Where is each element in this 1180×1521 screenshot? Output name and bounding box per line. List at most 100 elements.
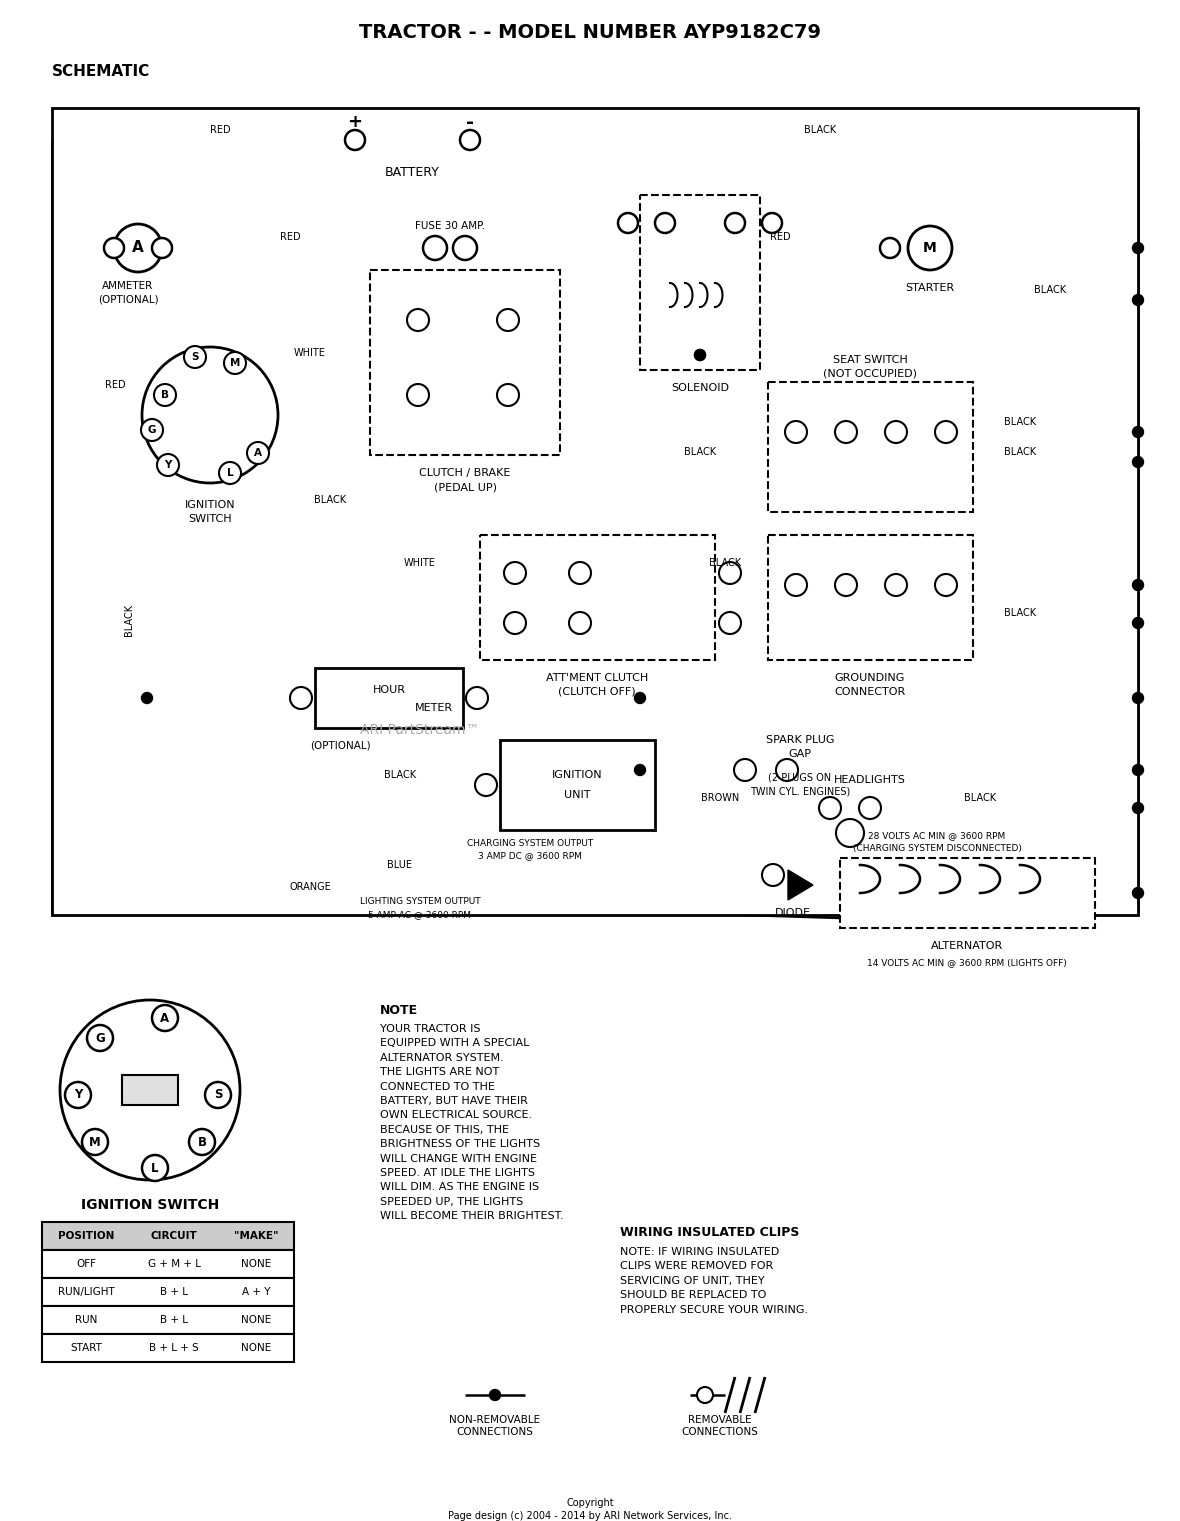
Text: Y: Y	[164, 459, 171, 470]
Text: NONE: NONE	[241, 1316, 271, 1325]
Text: BLACK: BLACK	[1004, 608, 1036, 618]
Text: (CLUTCH OFF): (CLUTCH OFF)	[558, 687, 636, 697]
Text: BROWN: BROWN	[701, 792, 739, 803]
Circle shape	[422, 236, 447, 260]
Text: BLACK: BLACK	[314, 494, 346, 505]
Circle shape	[907, 227, 952, 271]
Text: A: A	[160, 1011, 170, 1025]
Text: Y: Y	[74, 1089, 83, 1101]
Text: RED: RED	[280, 233, 301, 242]
Text: Copyright
Page design (c) 2004 - 2014 by ARI Network Services, Inc.: Copyright Page design (c) 2004 - 2014 by…	[448, 1498, 732, 1521]
Circle shape	[142, 347, 278, 484]
Text: DIODE: DIODE	[775, 908, 811, 919]
Circle shape	[618, 213, 638, 233]
Circle shape	[87, 1025, 113, 1051]
Text: ALTERNATOR: ALTERNATOR	[931, 941, 1003, 951]
Text: -: -	[466, 113, 474, 131]
Text: ARI PartStream™: ARI PartStream™	[360, 722, 480, 738]
Circle shape	[81, 1129, 109, 1154]
Circle shape	[635, 692, 645, 704]
Circle shape	[497, 309, 519, 332]
Text: RED: RED	[769, 233, 791, 242]
Text: L: L	[151, 1162, 159, 1174]
Text: 14 VOLTS AC MIN @ 3600 RPM (LIGHTS OFF): 14 VOLTS AC MIN @ 3600 RPM (LIGHTS OFF)	[867, 958, 1067, 967]
Text: A: A	[254, 449, 262, 458]
Circle shape	[205, 1081, 231, 1107]
Circle shape	[157, 453, 179, 476]
Circle shape	[460, 129, 480, 151]
Text: ATT'MENT CLUTCH: ATT'MENT CLUTCH	[546, 672, 648, 683]
Text: B: B	[160, 389, 169, 400]
Circle shape	[453, 236, 477, 260]
Circle shape	[345, 129, 365, 151]
Text: HEADLIGHTS: HEADLIGHTS	[834, 776, 906, 785]
Text: START: START	[70, 1343, 101, 1354]
Text: CHARGING SYSTEM OUTPUT: CHARGING SYSTEM OUTPUT	[467, 838, 594, 847]
Text: BLACK: BLACK	[384, 770, 417, 780]
Text: METER: METER	[415, 703, 453, 713]
Circle shape	[569, 561, 591, 584]
Circle shape	[655, 213, 675, 233]
Text: BLACK: BLACK	[709, 558, 741, 567]
Text: "MAKE": "MAKE"	[234, 1230, 278, 1241]
Text: SOLENOID: SOLENOID	[671, 383, 729, 392]
Circle shape	[466, 687, 489, 709]
Circle shape	[1133, 242, 1143, 254]
Text: SPARK PLUG: SPARK PLUG	[766, 735, 834, 745]
Text: M: M	[230, 357, 241, 368]
Text: (NOT OCCUPIED): (NOT OCCUPIED)	[822, 370, 917, 379]
Circle shape	[935, 573, 957, 596]
Text: ORANGE: ORANGE	[289, 882, 330, 891]
Circle shape	[65, 1081, 91, 1107]
Circle shape	[1133, 887, 1143, 899]
Text: B + L: B + L	[160, 1287, 188, 1297]
Bar	[768, 382, 974, 513]
Text: (PEDAL UP): (PEDAL UP)	[433, 482, 497, 491]
Text: NOTE: IF WIRING INSULATED
CLIPS WERE REMOVED FOR
SERVICING OF UNIT, THEY
SHOULD : NOTE: IF WIRING INSULATED CLIPS WERE REM…	[620, 1247, 808, 1314]
Text: IGNITION: IGNITION	[552, 770, 602, 780]
Text: NONE: NONE	[241, 1259, 271, 1269]
Text: BLACK: BLACK	[1004, 447, 1036, 456]
Circle shape	[155, 383, 176, 406]
Text: RUN: RUN	[74, 1316, 97, 1325]
Circle shape	[247, 443, 269, 464]
Circle shape	[697, 1387, 713, 1402]
Text: BLUE: BLUE	[387, 859, 413, 870]
Bar	[42, 1250, 294, 1278]
Circle shape	[695, 350, 706, 360]
Circle shape	[1133, 580, 1143, 590]
Circle shape	[880, 237, 900, 259]
Circle shape	[1133, 295, 1143, 306]
Text: B + L + S: B + L + S	[149, 1343, 199, 1354]
Circle shape	[569, 611, 591, 634]
Text: GROUNDING: GROUNDING	[834, 672, 905, 683]
Circle shape	[219, 462, 241, 484]
Circle shape	[504, 611, 526, 634]
Text: S: S	[191, 351, 198, 362]
Text: WHITE: WHITE	[404, 558, 435, 567]
Circle shape	[114, 224, 162, 272]
Bar	[42, 1334, 294, 1361]
Text: RED: RED	[210, 125, 230, 135]
Text: TWIN CYL. ENGINES): TWIN CYL. ENGINES)	[749, 786, 850, 797]
Circle shape	[885, 421, 907, 443]
Text: GAP: GAP	[788, 748, 812, 759]
Text: A: A	[132, 240, 144, 256]
Text: S: S	[214, 1089, 222, 1101]
Circle shape	[504, 561, 526, 584]
Circle shape	[142, 692, 152, 704]
Text: BATTERY: BATTERY	[385, 166, 439, 178]
Circle shape	[224, 351, 245, 374]
Bar	[640, 195, 760, 370]
Text: BLACK: BLACK	[804, 125, 837, 135]
Text: SWITCH: SWITCH	[188, 514, 231, 525]
Text: OFF: OFF	[76, 1259, 96, 1269]
Text: RED: RED	[105, 380, 125, 389]
Circle shape	[719, 611, 741, 634]
Text: B: B	[197, 1136, 206, 1148]
Circle shape	[885, 573, 907, 596]
Circle shape	[819, 797, 841, 818]
Bar	[371, 271, 560, 455]
Circle shape	[140, 418, 163, 441]
Circle shape	[152, 237, 172, 259]
